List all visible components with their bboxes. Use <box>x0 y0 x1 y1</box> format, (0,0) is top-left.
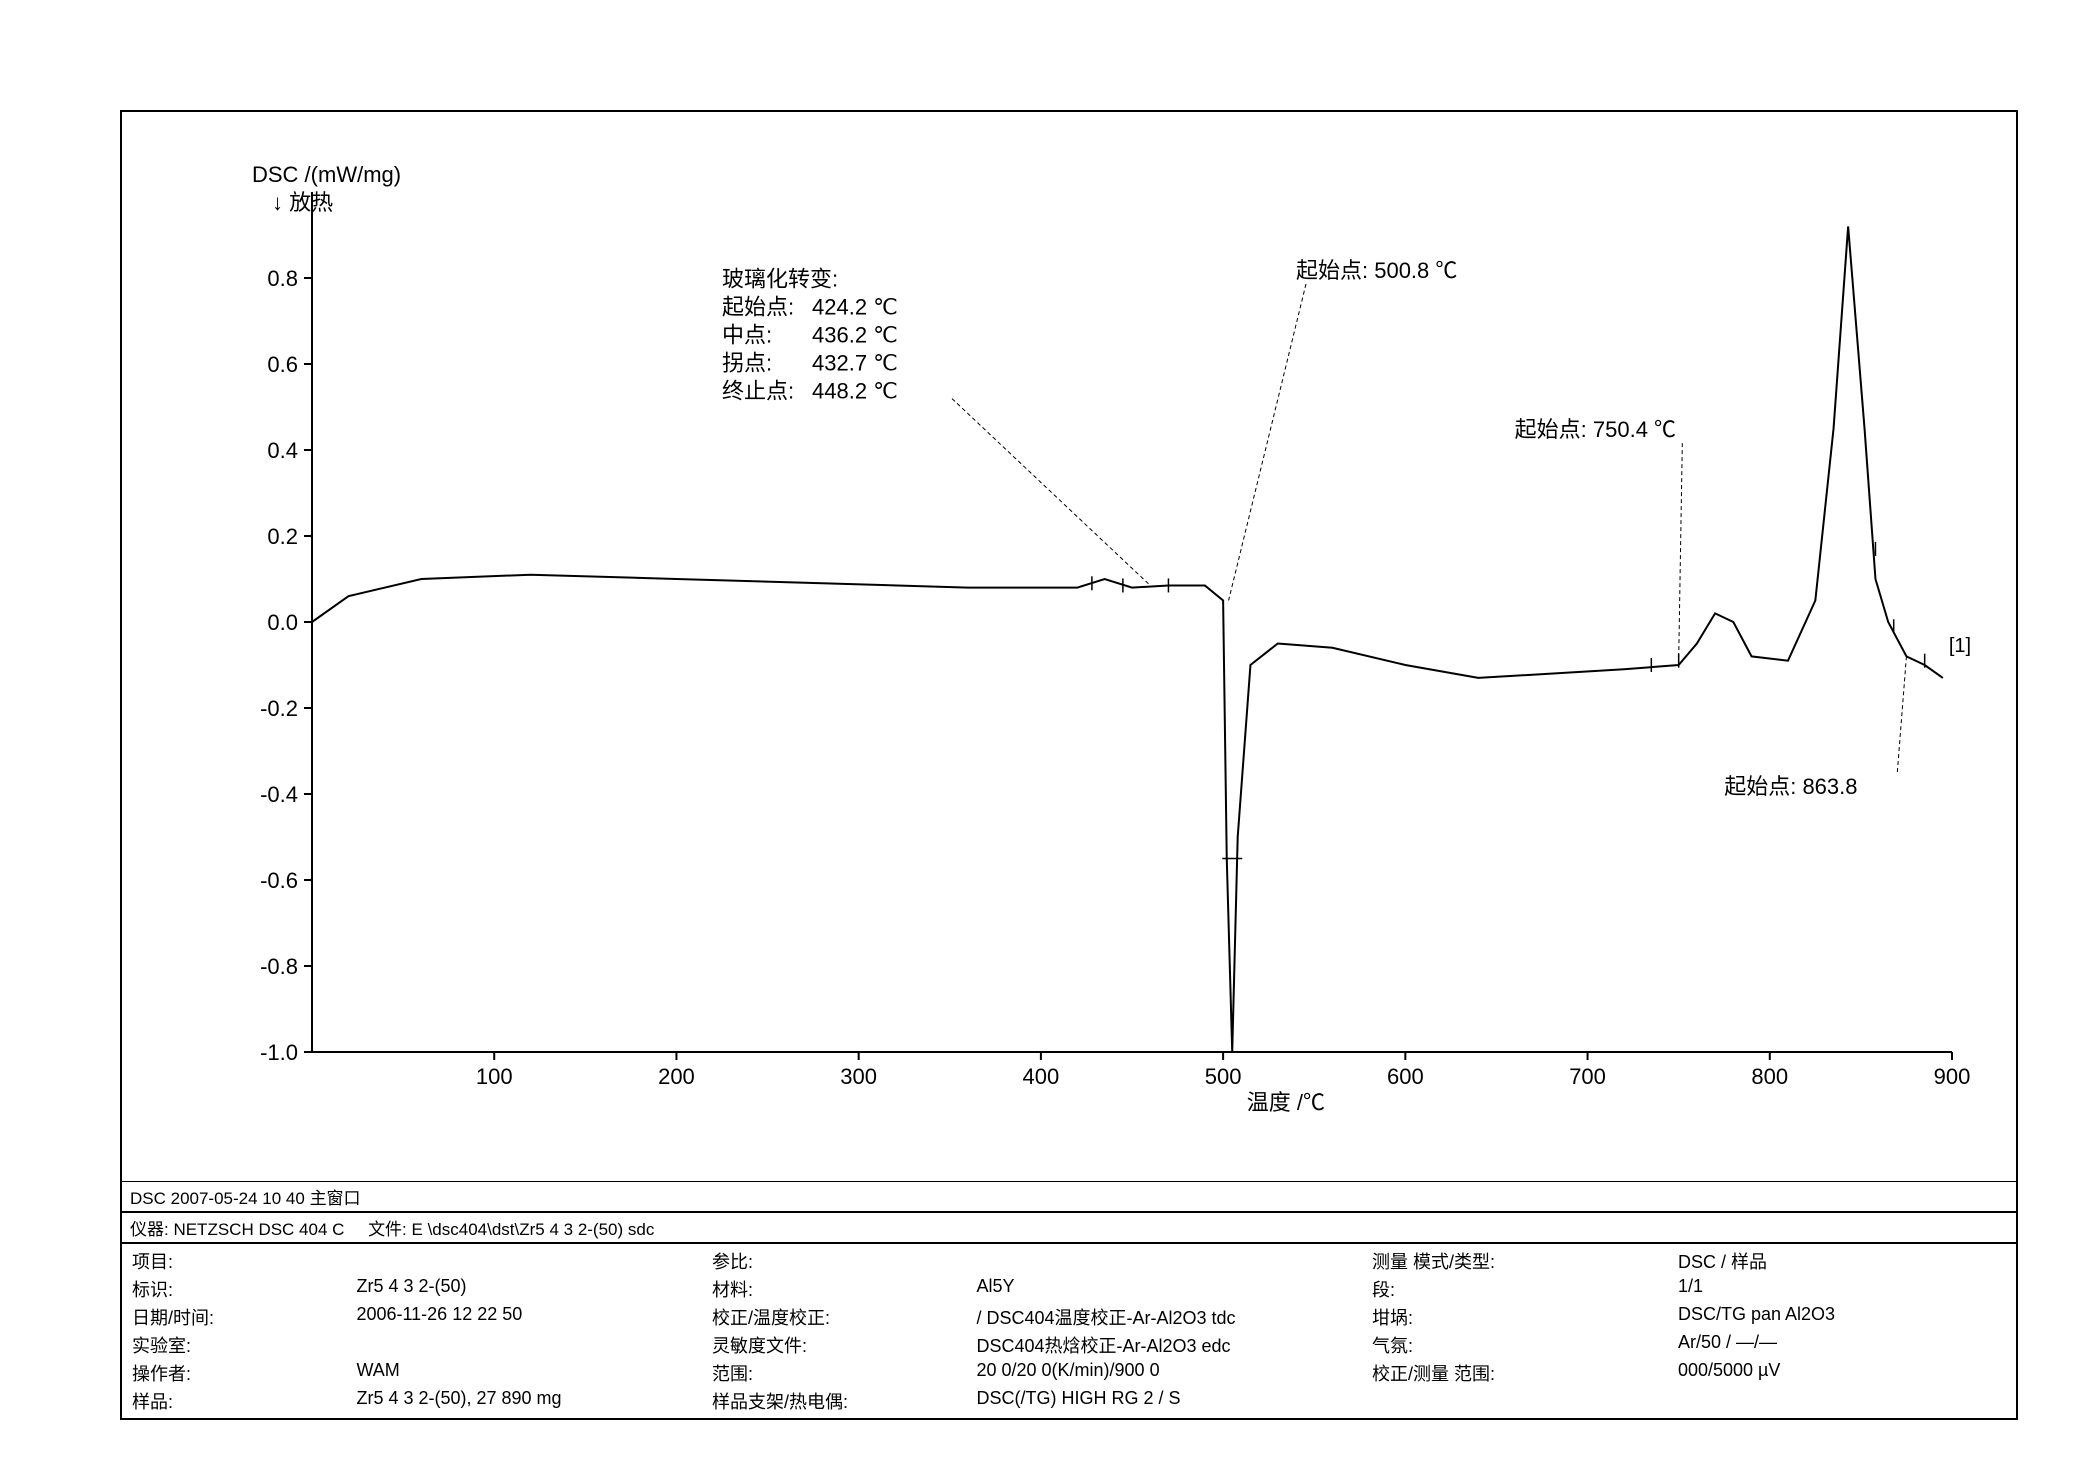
meta-key: 参比: <box>712 1248 964 1274</box>
meta-key: 测量 模式/类型: <box>1372 1248 1666 1274</box>
meta-key: 材料: <box>712 1276 964 1302</box>
svg-text:800: 800 <box>1751 1064 1788 1089</box>
meta-value <box>356 1332 692 1358</box>
meta-value: DSC / 样品 <box>1678 1248 2006 1274</box>
svg-text:600: 600 <box>1387 1064 1424 1089</box>
meta-key: 段: <box>1372 1276 1666 1302</box>
svg-text:448.2 ℃: 448.2 ℃ <box>812 379 898 404</box>
svg-text:0.2: 0.2 <box>267 524 298 549</box>
meta-col-2: 参比:材料: Al5Y 校正/温度校正: / DSC404温度校正-Ar-Al2O3 … <box>702 1244 1362 1418</box>
svg-text:-0.8: -0.8 <box>260 954 298 979</box>
svg-text:终止点:: 终止点: <box>722 379 794 404</box>
svg-text:300: 300 <box>840 1064 877 1089</box>
svg-text:起始点: 500.8 ℃: 起始点: 500.8 ℃ <box>1296 258 1457 283</box>
meta-col-1: 项目:标识: Zr5 4 3 2-(50) 日期/时间: 2006-11-26 12 … <box>122 1244 702 1418</box>
meta-value: Ar/50 / —/— <box>1678 1332 2006 1358</box>
meta-value: DSC404热焓校正-Ar-Al2O3 edc <box>976 1332 1352 1358</box>
meta-value: 2006-11-26 12 22 50 <box>356 1304 692 1330</box>
svg-text:中点:: 中点: <box>722 323 772 348</box>
meta-value: Al5Y <box>976 1276 1352 1302</box>
meta-value: WAM <box>356 1360 692 1386</box>
meta-key: 气氛: <box>1372 1332 1666 1358</box>
svg-text:424.2 ℃: 424.2 ℃ <box>812 295 898 320</box>
meta-value: Zr5 4 3 2-(50), 27 890 mg <box>356 1388 692 1414</box>
svg-text:0.4: 0.4 <box>267 438 298 463</box>
meta-key: 日期/时间: <box>132 1304 344 1330</box>
svg-text:500: 500 <box>1205 1064 1242 1089</box>
meta-col-3: 测量 模式/类型: DSC / 样品段: 1/1 坩埚: DSC/TG pan Al2O… <box>1362 1244 2016 1418</box>
svg-text:DSC /(mW/mg): DSC /(mW/mg) <box>252 162 401 187</box>
svg-text:200: 200 <box>658 1064 695 1089</box>
meta-value: / DSC404温度校正-Ar-Al2O3 tdc <box>976 1304 1352 1330</box>
svg-text:400: 400 <box>1023 1064 1060 1089</box>
meta-value: 000/5000 µV <box>1678 1360 2006 1386</box>
meta-header-2: 仪器: NETZSCH DSC 404 C 文件: E \dsc404\dst\… <box>122 1211 2016 1243</box>
file-label: 文件: E \dsc404\dst\Zr5 4 3 2-(50) sdc <box>368 1220 654 1239</box>
chart-area: -1.0 -0.8 -0.6 -0.4 -0.2 0.0 0.2 0.4 0.6 0.8 100 20… <box>122 112 2016 1181</box>
svg-text:0.6: 0.6 <box>267 352 298 377</box>
dsc-chart: -1.0 -0.8 -0.6 -0.4 -0.2 0.0 0.2 0.4 0.6 0.8 100 20… <box>222 152 1982 1132</box>
meta-key: 实验室: <box>132 1332 344 1358</box>
meta-value: DSC/TG pan Al2O3 <box>1678 1304 2006 1330</box>
meta-key: 校正/温度校正: <box>712 1304 964 1330</box>
svg-text:-0.4: -0.4 <box>260 782 298 807</box>
instrument-label: 仪器: NETZSCH DSC 404 C <box>130 1220 344 1239</box>
meta-value: Zr5 4 3 2-(50) <box>356 1276 692 1302</box>
meta-header: DSC 2007-05-24 10 40 主窗口 <box>122 1181 2016 1211</box>
svg-text:-1.0: -1.0 <box>260 1040 298 1065</box>
meta-body: 项目:标识: Zr5 4 3 2-(50) 日期/时间: 2006-11-26 12 … <box>122 1243 2016 1418</box>
meta-value: DSC(/TG) HIGH RG 2 / S <box>976 1388 1352 1414</box>
svg-text:温度 /℃: 温度 /℃ <box>1247 1090 1325 1115</box>
svg-text:0.8: 0.8 <box>267 266 298 291</box>
meta-key: 样品支架/热电偶: <box>712 1388 964 1414</box>
svg-text:700: 700 <box>1569 1064 1606 1089</box>
meta-key: 操作者: <box>132 1360 344 1386</box>
svg-text:↓ 放热: ↓ 放热 <box>272 190 333 215</box>
document-frame: -1.0 -0.8 -0.6 -0.4 -0.2 0.0 0.2 0.4 0.6 0.8 100 20… <box>120 110 2018 1420</box>
meta-value: 20 0/20 0(K/min)/900 0 <box>976 1360 1352 1386</box>
meta-key: 坩埚: <box>1372 1304 1666 1330</box>
svg-text:起始点: 750.4 ℃: 起始点: 750.4 ℃ <box>1515 417 1676 442</box>
meta-key: 范围: <box>712 1360 964 1386</box>
meta-value: 1/1 <box>1678 1276 2006 1302</box>
svg-text:900: 900 <box>1934 1064 1971 1089</box>
svg-text:0.0: 0.0 <box>267 610 298 635</box>
svg-text:432.7 ℃: 432.7 ℃ <box>812 351 898 376</box>
meta-key: 校正/测量 范围: <box>1372 1360 1666 1386</box>
svg-text:起始点:: 起始点: <box>722 295 794 320</box>
meta-value <box>356 1248 692 1274</box>
meta-value <box>976 1248 1352 1274</box>
meta-key: 标识: <box>132 1276 344 1302</box>
svg-text:-0.6: -0.6 <box>260 868 298 893</box>
svg-text:-0.2: -0.2 <box>260 696 298 721</box>
svg-text:拐点:: 拐点: <box>722 351 772 376</box>
svg-text:[1]: [1] <box>1949 635 1971 657</box>
meta-key: 样品: <box>132 1388 344 1414</box>
svg-text:起始点: 863.8: 起始点: 863.8 <box>1724 774 1857 799</box>
meta-key: 灵敏度文件: <box>712 1332 964 1358</box>
svg-text:100: 100 <box>476 1064 513 1089</box>
meta-key: 项目: <box>132 1248 344 1274</box>
svg-text:玻璃化转变:: 玻璃化转变: <box>722 267 838 292</box>
svg-text:436.2 ℃: 436.2 ℃ <box>812 323 898 348</box>
